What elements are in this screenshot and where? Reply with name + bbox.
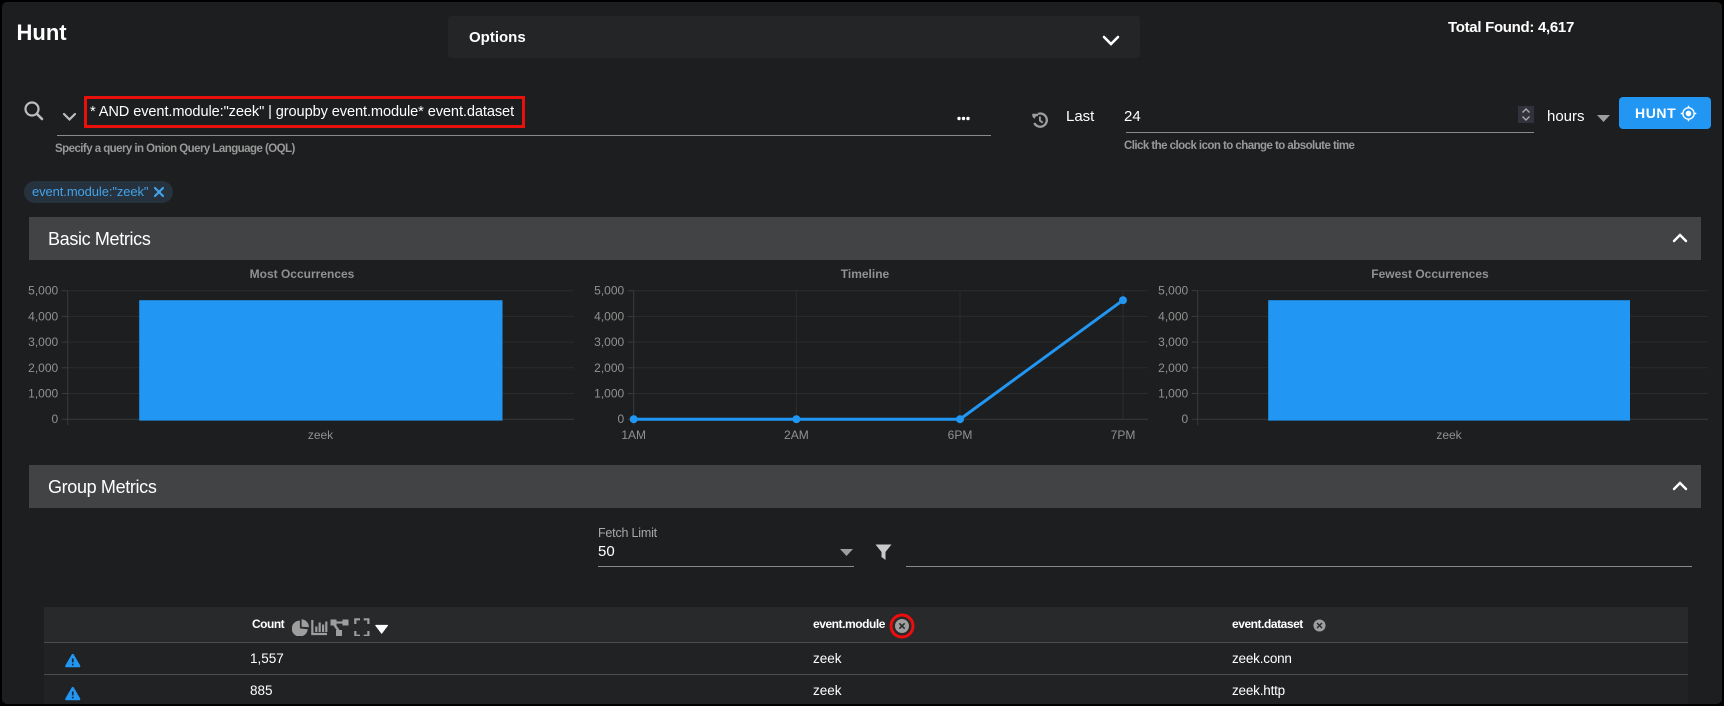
svg-text:4,000: 4,000 [28, 309, 58, 323]
svg-text:Most Occurrences: Most Occurrences [250, 267, 355, 281]
svg-text:4,000: 4,000 [594, 309, 624, 323]
svg-text:5,000: 5,000 [594, 284, 624, 298]
svg-text:1,000: 1,000 [28, 387, 58, 401]
svg-text:1,000: 1,000 [594, 387, 624, 401]
svg-text:Fewest Occurrences: Fewest Occurrences [1371, 267, 1489, 281]
svg-text:0: 0 [618, 412, 625, 426]
svg-text:2,000: 2,000 [1158, 361, 1188, 375]
svg-text:5,000: 5,000 [1158, 284, 1188, 298]
svg-text:3,000: 3,000 [594, 335, 624, 349]
svg-text:5,000: 5,000 [28, 284, 58, 298]
svg-text:0: 0 [1182, 412, 1189, 426]
svg-text:2,000: 2,000 [28, 361, 58, 375]
svg-text:6PM: 6PM [948, 428, 973, 442]
svg-text:3,000: 3,000 [1158, 335, 1188, 349]
svg-text:7PM: 7PM [1111, 428, 1136, 442]
svg-text:2AM: 2AM [784, 428, 809, 442]
svg-text:1AM: 1AM [621, 428, 646, 442]
svg-text:1,000: 1,000 [1158, 387, 1188, 401]
svg-text:3,000: 3,000 [28, 335, 58, 349]
svg-text:Timeline: Timeline [841, 267, 890, 281]
svg-text:0: 0 [52, 412, 59, 426]
svg-text:zeek: zeek [308, 428, 334, 442]
svg-text:2,000: 2,000 [594, 361, 624, 375]
svg-text:zeek: zeek [1436, 428, 1462, 442]
svg-text:4,000: 4,000 [1158, 309, 1188, 323]
